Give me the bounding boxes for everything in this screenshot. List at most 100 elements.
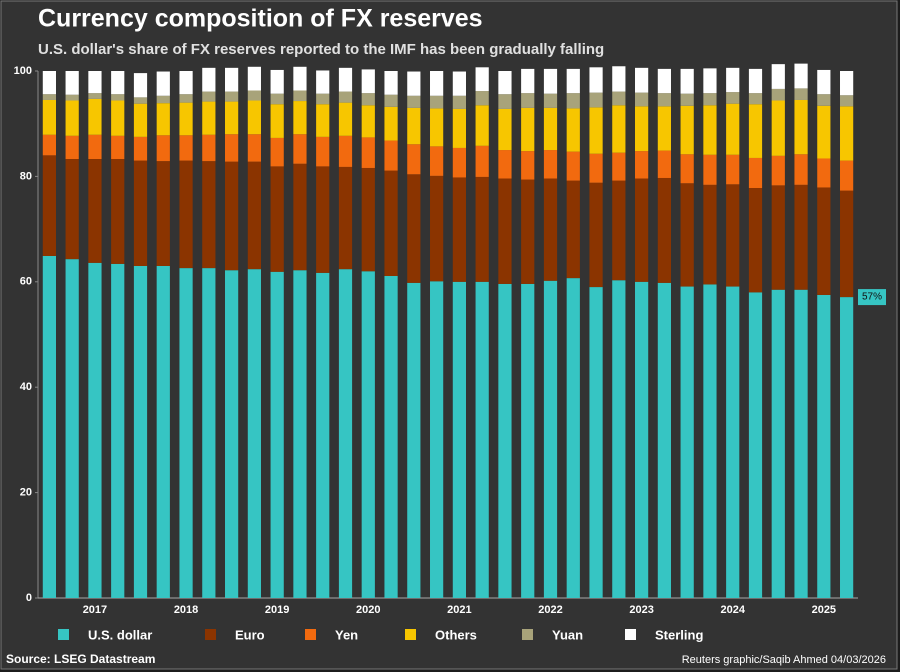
x-tick-label: 2018 (174, 604, 198, 616)
bar-segment (316, 93, 330, 105)
bar-segment (111, 159, 125, 264)
y-tick-label: 40 (20, 381, 32, 393)
bar-segment (817, 158, 831, 188)
bar-segment (612, 66, 626, 92)
bar-segment (475, 67, 489, 92)
bar-segment (840, 106, 854, 161)
bar-segment (111, 71, 125, 95)
bar-segment (475, 176, 489, 282)
bar-segment (748, 93, 763, 105)
bar-segment (247, 269, 261, 598)
bar-segment (748, 292, 763, 598)
bar-segment (543, 178, 558, 281)
bar-segment (771, 289, 785, 598)
bar-segment (612, 280, 626, 598)
bar-segment (361, 137, 375, 168)
bar-segment (247, 134, 261, 162)
bar-segment (498, 108, 512, 151)
bar-segment (794, 99, 808, 155)
bar-segment (726, 184, 740, 287)
legend-swatch (522, 629, 533, 640)
x-tick-label: 2022 (538, 604, 562, 616)
bar-segment (680, 105, 694, 155)
bar-segment (543, 93, 558, 108)
bar-segment (452, 95, 466, 109)
bar-segment (543, 150, 558, 179)
bar-segment (270, 137, 284, 167)
bar-segment (635, 67, 649, 93)
bar-segment (179, 102, 193, 136)
bar-segment (817, 294, 831, 598)
bar-segment (635, 178, 649, 282)
x-tick-label: 2025 (812, 604, 836, 616)
bar-segment (612, 105, 626, 153)
bar-segment (589, 107, 603, 154)
bar-segment (589, 92, 603, 108)
bar-segment (88, 98, 102, 135)
bar-segment (202, 134, 216, 162)
bar-segment (726, 154, 740, 185)
bar-segment (840, 160, 854, 191)
bar-segment (202, 101, 216, 135)
source: Source: LSEG Datastream (6, 652, 155, 666)
bar-segment (88, 159, 102, 263)
bar-segment (202, 161, 216, 269)
bar-segment (726, 286, 740, 598)
bar-segment (384, 170, 398, 277)
bar-segment (794, 289, 808, 598)
bar-segment (202, 91, 216, 102)
bar-segment (316, 104, 330, 137)
bar-segment (566, 93, 580, 109)
bar-segment (88, 93, 102, 99)
bar-segment (133, 160, 148, 266)
bar-segment (133, 265, 148, 598)
bar-segment (407, 144, 421, 175)
bar-segment (179, 94, 193, 103)
bar-segment (703, 184, 717, 285)
bar-segment (680, 183, 694, 287)
legend-swatch (305, 629, 316, 640)
bar-segment (247, 66, 261, 91)
annotation: 57% (862, 292, 882, 303)
bar-segment (338, 166, 353, 270)
legend-swatch (58, 629, 69, 640)
bar-segment (225, 91, 239, 102)
bar-segment (133, 136, 148, 161)
bar-segment (407, 107, 421, 145)
bar-segment (657, 282, 671, 598)
bar-segment (384, 106, 398, 141)
bar-segment (794, 63, 808, 89)
bar-segment (225, 101, 239, 135)
bar-segment (840, 95, 854, 107)
bar-segment (65, 71, 79, 95)
bar-segment (42, 134, 56, 156)
bar-segment (338, 91, 353, 103)
bar-segment (521, 93, 535, 108)
bar-segment (498, 71, 512, 95)
bar-segment (202, 268, 216, 598)
bar-segment (680, 93, 694, 106)
bar-segment (430, 175, 444, 282)
bar-segment (430, 146, 444, 176)
bar-segment (475, 145, 489, 177)
bar-segment (133, 73, 148, 98)
bar-segment (42, 99, 56, 135)
bar-segment (771, 88, 785, 101)
bar-segment (748, 157, 763, 188)
bar-segment (498, 94, 512, 109)
bar-segment (338, 269, 353, 598)
bar-segment (680, 154, 694, 184)
bar-segment (521, 68, 535, 94)
bar-segment (270, 69, 284, 94)
bar-segment (817, 187, 831, 295)
bar-segment (703, 105, 717, 155)
bar-segment (111, 263, 125, 598)
bar-segment (225, 270, 239, 598)
bar-segment (703, 93, 717, 106)
bar-segment (111, 135, 125, 160)
bar-segment (452, 147, 466, 178)
bar-segment (657, 177, 671, 283)
bar-segment (589, 182, 603, 288)
annotation-box (858, 289, 886, 306)
bar-segment (156, 71, 170, 96)
